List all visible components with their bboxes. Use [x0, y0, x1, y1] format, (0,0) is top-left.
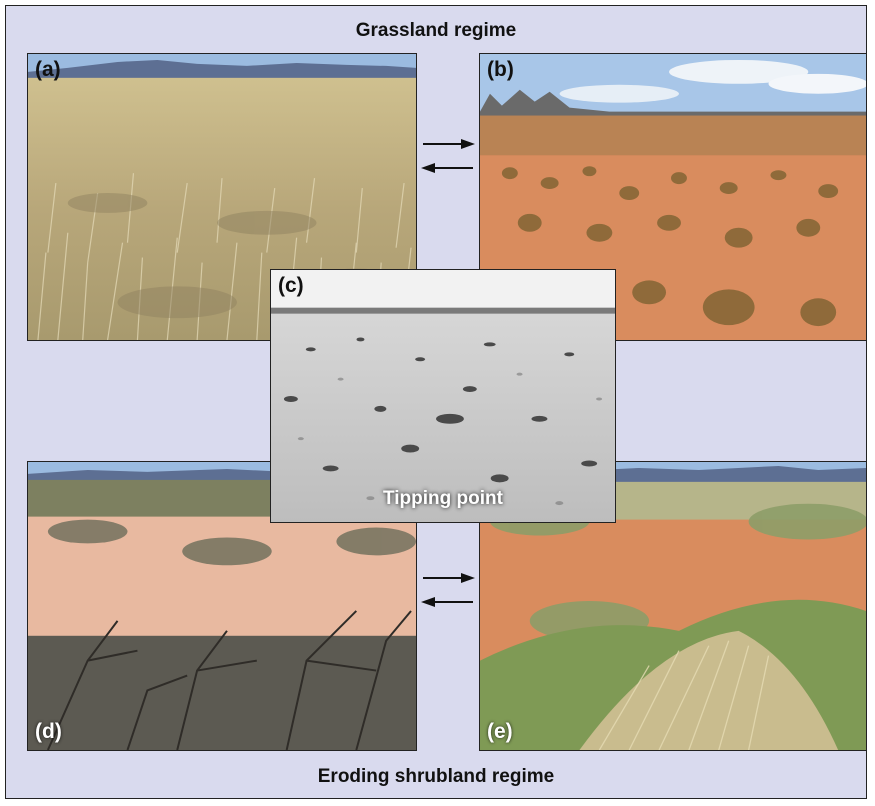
panel-e-grass-shrub-image [480, 462, 866, 750]
panel-e-photo: (e) [479, 461, 867, 751]
panel-c-photo: (c) Tipping point [270, 269, 616, 523]
left-arrow-icon [421, 597, 473, 607]
eroding-shrubland-regime-heading: Eroding shrubland regime [317, 766, 555, 787]
panel-e-label: (e) [487, 720, 513, 743]
panel-b-label: (b) [487, 58, 514, 81]
panel-c-tipping-point-image [271, 270, 615, 522]
figure-frame: Grassland regime [5, 5, 867, 799]
left-arrow-icon [421, 163, 473, 173]
panel-c-label: (c) [278, 274, 304, 297]
transition-arrows-bottom [421, 573, 475, 607]
panel-a-label: (a) [35, 58, 61, 81]
right-arrow-icon [423, 573, 475, 583]
tipping-point-caption: Tipping point [383, 488, 503, 509]
panel-d-label: (d) [35, 720, 62, 743]
grassland-regime-heading: Grassland regime [355, 20, 517, 41]
transition-arrows-top [421, 139, 475, 173]
right-arrow-icon [423, 139, 475, 149]
